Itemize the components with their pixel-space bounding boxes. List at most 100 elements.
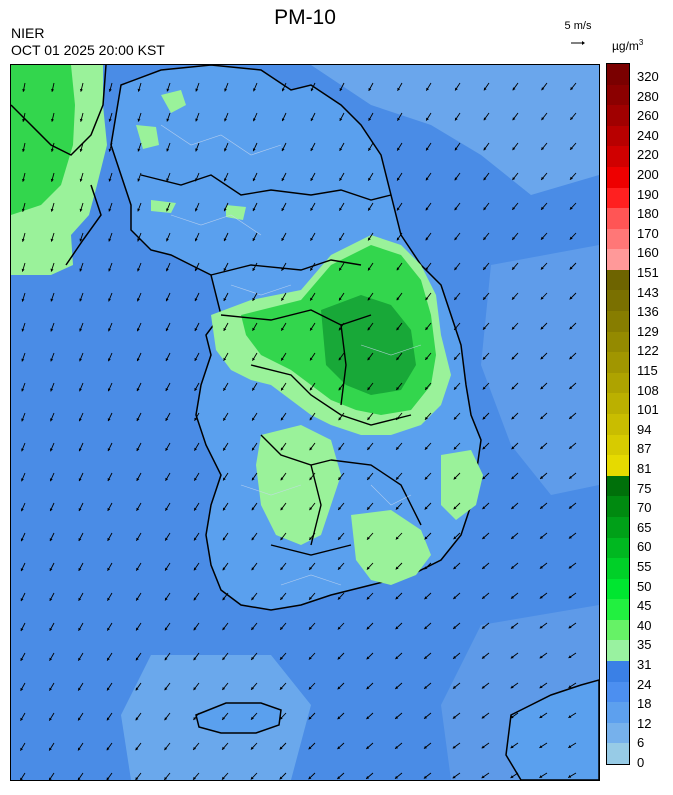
colorbar-label: 0 [637, 755, 645, 770]
wind-arrow-head [366, 686, 370, 690]
wind-arrow-head [308, 656, 312, 660]
wind-arrow-head [195, 178, 198, 182]
wind-arrow-head [454, 237, 458, 241]
wind-arrow-head [569, 416, 573, 419]
wind-arrow-head [252, 387, 255, 391]
wind-arrow-head [540, 386, 544, 390]
wind-arrow-head [454, 147, 458, 151]
colorbar-label: 143 [637, 284, 659, 300]
wind-arrow-head [21, 478, 24, 482]
wind-arrow-head [223, 447, 226, 451]
wind-arrow-head [251, 686, 254, 690]
wind-arrow-head [136, 507, 140, 511]
wind-arrow-head [252, 447, 255, 451]
wind-arrow-head [165, 388, 169, 391]
wind-arrow-head [539, 715, 543, 718]
wind-arrow-head [339, 147, 343, 151]
wind-arrow-head [49, 657, 53, 661]
colorbar-label: 6 [637, 735, 645, 751]
wind-arrow-head [453, 626, 457, 629]
wind-arrow-head [569, 296, 573, 300]
wind-arrow-head [136, 477, 140, 481]
wind-arrow-head [540, 476, 544, 479]
colorbar-label: 180 [637, 206, 659, 222]
wind-arrow-head [78, 567, 82, 571]
wind-arrow-head [164, 687, 168, 691]
wind-arrow-head [568, 535, 572, 539]
wind-arrow-head [108, 208, 112, 212]
wind-arrow-head [482, 625, 485, 629]
jeju-island [195, 702, 282, 734]
wind-arrow-head [165, 328, 169, 332]
wind-arrow-head [137, 88, 141, 92]
wind-arrow-head [483, 147, 487, 151]
wind-arrow-head [539, 625, 543, 629]
wind-arrow-head [309, 507, 313, 511]
wind-arrow-head [107, 657, 110, 661]
wind-arrow-head [279, 716, 283, 720]
wind-arrow-head [20, 568, 24, 572]
wind-arrow-head [279, 686, 283, 690]
wind-arrow-head [396, 416, 400, 420]
wind-arrow-head [425, 386, 428, 390]
wind-arrow-head [368, 147, 372, 151]
wind-arrow-head [79, 298, 83, 302]
wind-arrow-head [453, 655, 457, 659]
wind-arrow-head [165, 417, 169, 421]
wind-arrow-head [569, 206, 573, 210]
wind-arrow-head [425, 327, 429, 330]
wind-arrow-head [222, 627, 226, 631]
wind-arrow-head [22, 89, 26, 92]
wind-arrow-head [540, 535, 543, 539]
wind-arrow-head [252, 238, 256, 241]
wind-arrow-head [222, 776, 225, 780]
wind-arrow-head [223, 387, 227, 391]
colorbar-swatch [607, 578, 629, 600]
colorbar-swatch [607, 393, 629, 415]
map-canvas [11, 65, 599, 780]
wind-arrow-head [49, 538, 53, 542]
wind-arrow-head [481, 775, 485, 779]
wind-arrow-head [368, 117, 372, 121]
wind-arrow-head [425, 237, 429, 241]
wind-arrow-head [338, 417, 342, 421]
wind-arrow-head [195, 148, 199, 152]
colorbar-label: 24 [637, 676, 652, 692]
wind-arrow-head [137, 268, 140, 272]
colorbar-label: 35 [637, 637, 652, 653]
wind-arrow-head [107, 627, 110, 631]
wind-arrow-head [78, 717, 81, 721]
wind-arrow-head [511, 595, 514, 599]
wind-reference-arrow-icon [571, 41, 585, 45]
wind-arrow-head [512, 177, 516, 180]
wind-arrow-head [136, 418, 140, 421]
wind-arrow-head [165, 447, 169, 451]
wind-arrow-head [540, 356, 544, 360]
colorbar-swatch [607, 208, 629, 230]
wind-arrow-head [395, 626, 399, 630]
wind-arrow-head [453, 536, 457, 540]
wind-arrow-head [540, 296, 544, 300]
wind-arrow-head [568, 595, 572, 599]
light-blue-sea-area [481, 245, 599, 495]
wind-arrow-head [20, 717, 24, 721]
wind-arrow-head [136, 448, 140, 451]
wind-arrow-head [164, 747, 168, 751]
wind-arrow-head [337, 716, 341, 720]
wind-arrow-head [338, 566, 341, 570]
colorbar-label: 151 [637, 265, 659, 280]
unit-exponent: 3 [638, 38, 644, 47]
wind-arrow-head [453, 476, 457, 480]
wind-arrow-head [251, 507, 255, 511]
wind-arrow-head [49, 598, 53, 601]
wind-arrow-head [510, 625, 514, 629]
colorbar-label: 280 [637, 88, 659, 104]
colorbar-swatch [607, 372, 629, 394]
wind-arrow-head [397, 117, 400, 121]
wind-arrow-head [541, 206, 544, 210]
wind-arrow-head [483, 237, 487, 240]
wind-arrow-head [426, 87, 429, 91]
wind-arrow-head [395, 686, 399, 689]
wind-arrow-head [366, 746, 370, 749]
wind-arrow-head [108, 148, 112, 152]
